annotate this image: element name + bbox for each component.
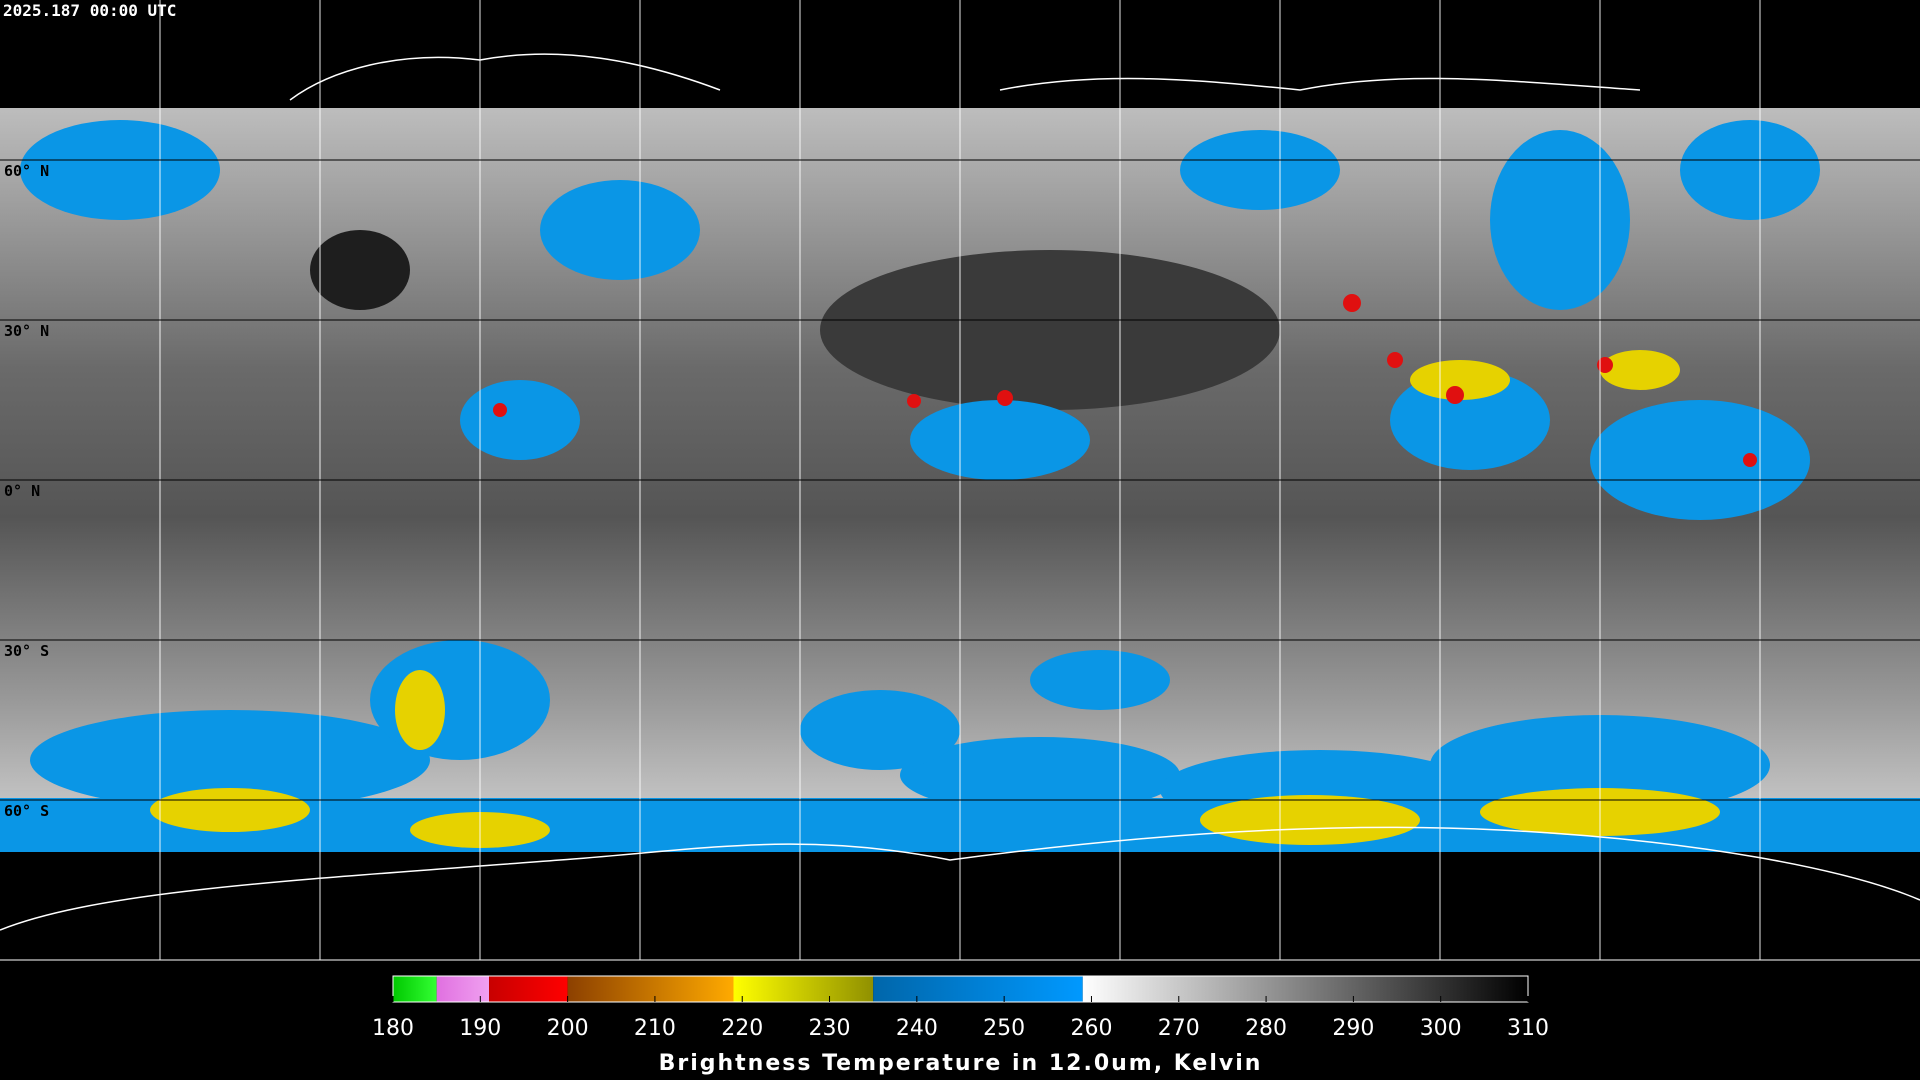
convective-cores [493, 294, 1757, 467]
colorbar-tick-label: 180 [372, 1016, 414, 1041]
coastline [999, 77, 1641, 91]
colorbar-segment [393, 976, 437, 1002]
colorbar-tick-label: 260 [1070, 1016, 1112, 1041]
colorbar-segment [873, 976, 1083, 1002]
colorbar-segment [733, 976, 874, 1002]
latitude-label: 30° S [4, 642, 49, 660]
graticule: 60° N 30° N 0° N 30° S 60° S [0, 0, 1920, 961]
dry-region [820, 250, 1280, 410]
colorbar-tick-label: 290 [1332, 1016, 1374, 1041]
latitude-label: 60° N [4, 162, 49, 180]
colorbar-frame [392, 975, 1529, 1003]
timestamp: 2025.187 00:00 UTC [3, 1, 176, 20]
colorbar-tick-label: 220 [721, 1016, 763, 1041]
colorbar-tick-label: 250 [983, 1016, 1025, 1041]
latitude-label: 60° S [4, 802, 49, 820]
colorbar-segment [489, 976, 568, 1002]
coastline [289, 53, 721, 101]
coastline [0, 826, 1920, 931]
colorbar-tick-label: 280 [1245, 1016, 1287, 1041]
dry-region [310, 230, 410, 310]
colorbar-segment [567, 976, 734, 1002]
colorbar-segment [436, 976, 490, 1002]
colorbar-tick-label: 210 [634, 1016, 676, 1041]
latitude-label: 30° N [4, 322, 49, 340]
colorbar-title: Brightness Temperature in 12.0um, Kelvin [659, 1051, 1263, 1076]
colorbar-tick-label: 300 [1420, 1016, 1462, 1041]
colorbar: 180 190 200 210 220 230 240 250 260 270 280 290 300 3… [372, 975, 1549, 1076]
colorbar-tick-label: 270 [1158, 1016, 1200, 1041]
latitude-label: 0° N [4, 482, 40, 500]
colorbar-tick-label: 230 [809, 1016, 851, 1041]
colorbar-tick-label: 240 [896, 1016, 938, 1041]
colorbar-tick-label: 200 [547, 1016, 589, 1041]
colorbar-tick-label: 310 [1507, 1016, 1549, 1041]
colorbar-segment [1082, 976, 1528, 1002]
colorbar-tick-label: 190 [459, 1016, 501, 1041]
